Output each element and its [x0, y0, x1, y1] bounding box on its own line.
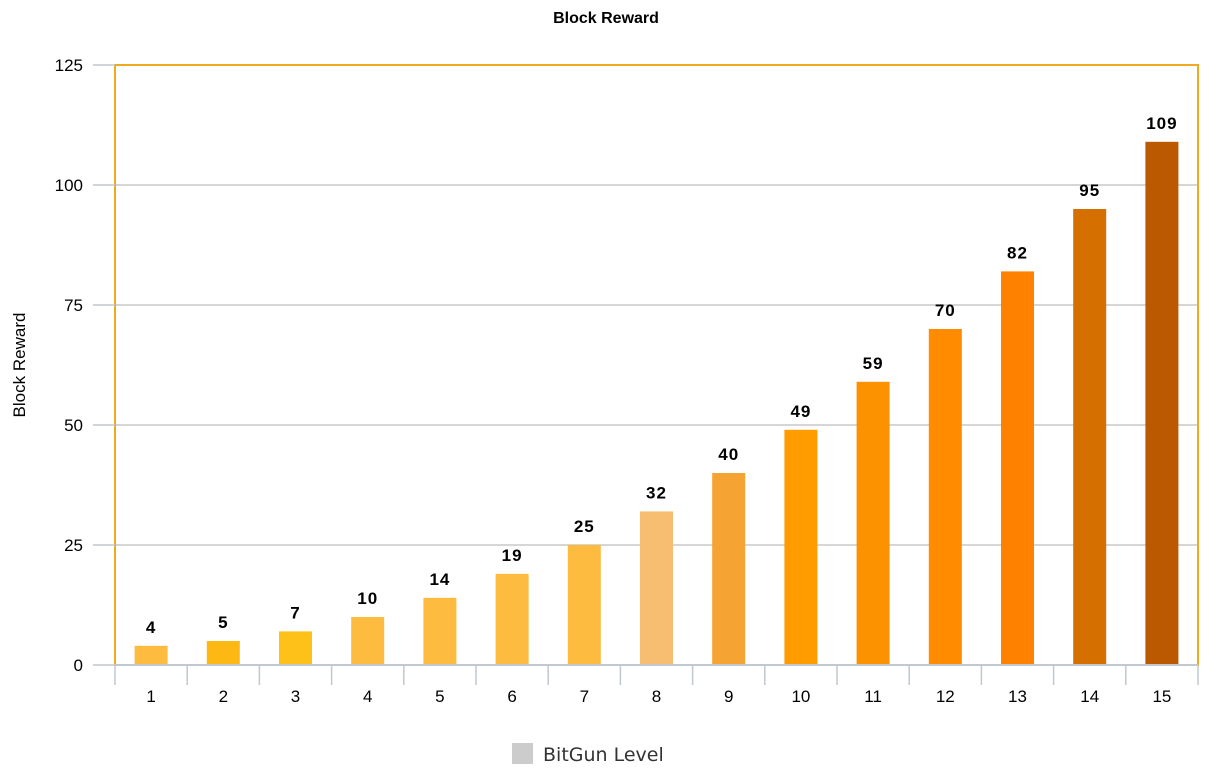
x-tick-label-9: 9	[724, 687, 733, 706]
bar-7	[567, 545, 601, 665]
x-tick-label-8: 8	[652, 687, 661, 706]
y-tick-label-100: 100	[55, 176, 83, 195]
bar-2	[206, 641, 240, 665]
legend-swatch	[512, 743, 533, 764]
x-tick-label-14: 14	[1080, 687, 1099, 706]
data-labels: 4 5 7 10 14 19 25 32 40 49 59 70 82 95 109	[146, 114, 1177, 637]
x-tick-label-12: 12	[936, 687, 955, 706]
bar-8	[640, 511, 673, 665]
data-label-2: 5	[218, 613, 228, 632]
bar-3	[279, 631, 312, 665]
data-label-6: 19	[502, 546, 523, 565]
data-label-12: 70	[935, 301, 956, 320]
bar-6	[495, 573, 529, 665]
bar-4	[351, 617, 385, 665]
legend-label: BitGun Level	[543, 744, 664, 766]
data-label-10: 49	[790, 402, 811, 421]
bar-11	[856, 381, 890, 665]
x-tick-label-5: 5	[435, 687, 444, 706]
x-tick-label-1: 1	[146, 687, 155, 706]
y-tick-label-50: 50	[64, 416, 83, 435]
data-label-7: 25	[574, 517, 595, 536]
bar-14	[1073, 209, 1107, 665]
data-label-1: 4	[146, 618, 156, 637]
x-tick-label-11: 11	[864, 687, 882, 706]
data-label-9: 40	[718, 445, 739, 464]
data-label-4: 10	[357, 589, 378, 608]
y-tick-label-75: 75	[64, 296, 83, 315]
bar-12	[928, 329, 962, 665]
x-tick-label-10: 10	[791, 687, 810, 706]
x-axis-ticks: 1 2 3 4 5 6 7 8 9 10 11 12 13 14 15	[114, 665, 1199, 706]
data-label-13: 82	[1007, 243, 1028, 262]
data-label-8: 32	[646, 483, 667, 502]
bar-1	[134, 645, 168, 665]
x-tick-label-3: 3	[291, 687, 300, 706]
x-tick-label-4: 4	[363, 687, 372, 706]
y-tick-label-25: 25	[64, 536, 83, 555]
x-tick-label-6: 6	[507, 687, 516, 706]
x-tick-label-2: 2	[219, 687, 228, 706]
legend[interactable]: BitGun Level	[512, 743, 664, 766]
bar-15	[1145, 141, 1179, 666]
data-label-11: 59	[863, 354, 884, 373]
x-tick-label-15: 15	[1152, 687, 1171, 706]
data-label-15: 109	[1146, 114, 1177, 133]
y-axis-ticks: 0 25 50 75 100 125	[55, 56, 115, 675]
bars	[134, 141, 1179, 666]
y-tick-label-0: 0	[74, 656, 83, 675]
x-tick-label-13: 13	[1008, 687, 1027, 706]
bar-9	[712, 473, 746, 665]
bar-10	[784, 429, 818, 665]
y-tick-label-125: 125	[55, 56, 83, 75]
x-tick-label-7: 7	[580, 687, 589, 706]
bar-5	[423, 597, 457, 665]
chart-title: Block Reward	[553, 10, 659, 27]
bar-13	[1001, 271, 1034, 665]
y-axis-label: Block Reward	[10, 313, 29, 418]
data-label-14: 95	[1079, 181, 1100, 200]
data-label-3: 7	[290, 603, 300, 622]
data-label-5: 14	[429, 570, 450, 589]
